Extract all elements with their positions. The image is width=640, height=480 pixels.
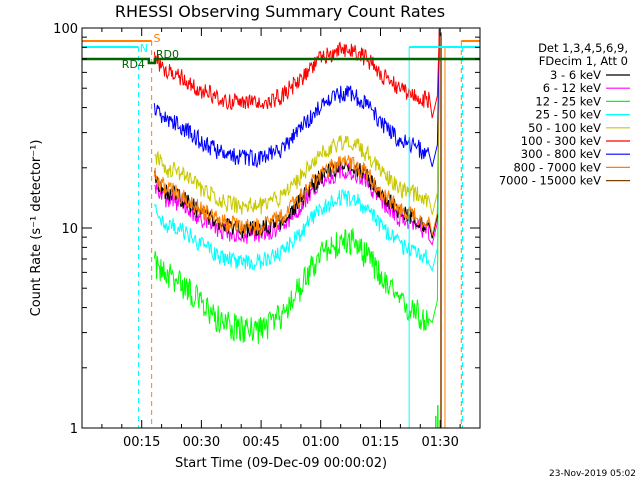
- flag-layer: [82, 40, 480, 428]
- series-line: [153, 28, 440, 273]
- legend-entry-label: 3 - 6 keV: [550, 68, 601, 82]
- series-line: [153, 28, 440, 345]
- x-tick-label: 00:15: [123, 435, 160, 450]
- series-layer: [153, 28, 442, 428]
- y-tick-label: 10: [61, 222, 78, 237]
- y-axis-label: Count Rate (s⁻¹ detector⁻¹): [29, 140, 44, 317]
- x-tick-label: 01:30: [421, 435, 458, 450]
- legend-entry-label: 50 - 100 keV: [528, 121, 601, 135]
- chart-title: RHESSI Observing Summary Count Rates: [115, 2, 445, 21]
- legend-entry-label: 7000 - 15000 keV: [499, 174, 601, 188]
- x-tick-label: 00:30: [183, 435, 220, 450]
- legend-entry-label: 100 - 300 keV: [521, 134, 601, 148]
- legend: Det 1,3,4,5,6,9,FDecim 1, Att 03 - 6 keV…: [499, 41, 630, 188]
- y-tick-label: 1: [70, 422, 78, 437]
- series-line: [154, 28, 440, 216]
- legend-entry-label: 300 - 800 keV: [521, 147, 601, 161]
- plot-area: [81, 27, 481, 429]
- x-tick-label: 01:00: [302, 435, 339, 450]
- legend-entry-label: 12 - 25 keV: [535, 94, 601, 108]
- x-tick-label: 01:15: [362, 435, 399, 450]
- footer-date: 23-Nov-2019 05:02: [549, 469, 636, 479]
- decimation-flag-line: [82, 57, 480, 65]
- axes-layer: 00:15 00:30 00:45 01:00 01:15 01:30 1 10 100: [53, 22, 480, 450]
- flag-label-n: N: [140, 42, 148, 55]
- series-line: [153, 28, 440, 236]
- legend-entry-label: 6 - 12 keV: [543, 81, 601, 95]
- x-tick-label: 00:45: [242, 435, 279, 450]
- legend-header: FDecim 1, Att 0: [539, 54, 628, 68]
- flag-label-s: S: [153, 32, 160, 45]
- legend-entry-label: 25 - 50 keV: [535, 108, 601, 122]
- legend-entry-label: 800 - 7000 keV: [513, 160, 601, 174]
- series-line: [153, 28, 440, 119]
- legend-header: Det 1,3,4,5,6,9,: [538, 41, 628, 55]
- series-line: [153, 28, 440, 169]
- y-tick-label: 100: [53, 22, 78, 37]
- x-axis-label: Start Time (09-Dec-09 00:00:02): [175, 456, 387, 471]
- flag-label-rd4: RD4: [122, 58, 145, 71]
- flag-label-rd0: RD0: [156, 48, 179, 61]
